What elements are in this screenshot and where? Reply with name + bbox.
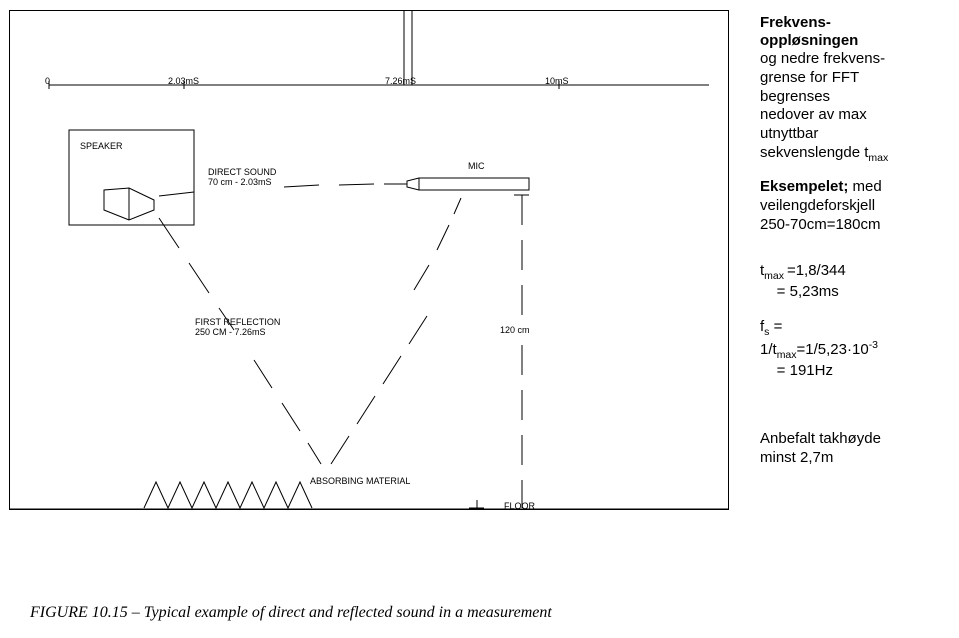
floor-label: FLOOR [504, 502, 535, 512]
direct-sound-label-2: 70 cm - 2.03mS [208, 178, 272, 188]
annot1-body-4: utnyttbar [760, 125, 818, 142]
speaker-label: SPEAKER [80, 142, 123, 152]
annot4-l1-post: = [769, 318, 782, 335]
annot1-body-0: og nedre frekvens- [760, 50, 885, 67]
absorbing-label: ABSORBING MATERIAL [310, 477, 410, 487]
annot2-title-rest: med [848, 178, 881, 195]
annot2-body-1: 250-70cm=180cm [760, 216, 880, 233]
annotation-block-4: fs = 1/tmax=1/5,23·10-3 = 191Hz [760, 318, 950, 381]
annot4-l2-sup: -3 [869, 339, 878, 351]
annot4-l3: = 191Hz [760, 362, 833, 379]
annot1-title-line2: oppløsningen [760, 32, 858, 49]
annot1-body-1: grense for FFT [760, 69, 859, 86]
figure-caption: FIGURE 10.15 – Typical example of direct… [30, 604, 552, 622]
annot4-l2-pre: 1/t [760, 341, 777, 358]
annotation-block-1: Frekvens- oppløsningen og nedre frekvens… [760, 14, 950, 165]
annot5-l1: minst 2,7m [760, 449, 833, 466]
tick-1-label: 2.03mS [168, 77, 199, 87]
annot1-tmax-sub: max [868, 152, 888, 164]
annot5-l0: Anbefalt takhøyde [760, 430, 881, 447]
annot4-l2-sub: max [777, 349, 797, 361]
first-reflection-label-2: 250 CM - 7.26mS [195, 328, 266, 338]
annotation-block-5: Anbefalt takhøyde minst 2,7m [760, 430, 950, 468]
annot1-body-2: begrenses [760, 88, 830, 105]
annot4-l2-mid: =1/5,23·10 [797, 341, 869, 358]
tick-0-label: 0 [45, 77, 50, 87]
annot3-l1-post: =1,8/344 [787, 262, 846, 279]
annot1-title-line1: Frekvens- [760, 14, 831, 31]
annot3-l2: = 5,23ms [760, 283, 839, 300]
tick-2-label: 7.26mS [385, 77, 416, 87]
right-distance-label: 120 cm [500, 326, 530, 336]
tick-3-label: 10mS [545, 77, 569, 87]
diagram-svg [9, 10, 729, 510]
annotation-block-2: Eksempelet; med veilengdeforskjell 250-7… [760, 178, 950, 234]
annot3-l1-sub: max [764, 270, 787, 282]
annot2-title-prefix: Eksempelet; [760, 178, 848, 195]
mic-label: MIC [468, 162, 485, 172]
annotation-block-3: tmax =1,8/344 = 5,23ms [760, 262, 950, 302]
annot1-body-3: nedover av max [760, 106, 867, 123]
annot1-body-5: sekvenslengde t [760, 144, 868, 161]
annot2-body-0: veilengdeforskjell [760, 197, 875, 214]
